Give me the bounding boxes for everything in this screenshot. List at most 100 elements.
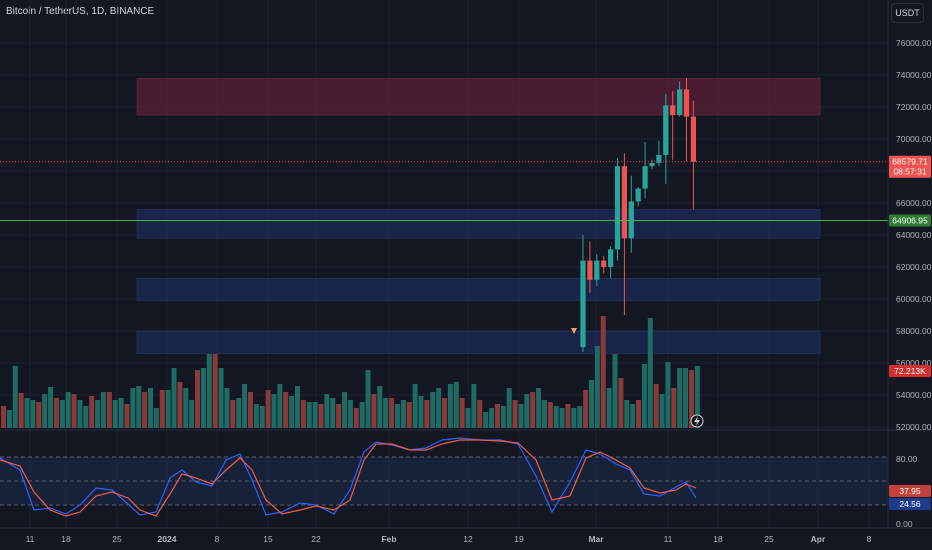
volume-bar bbox=[324, 394, 330, 428]
volume-bar bbox=[571, 408, 577, 428]
volume-bar bbox=[483, 412, 489, 428]
volume-bar bbox=[136, 386, 142, 428]
volume-bar bbox=[236, 398, 242, 428]
price-tick-label: 70000.00 bbox=[896, 134, 932, 144]
volume-bar bbox=[641, 364, 647, 428]
volume-bar bbox=[671, 388, 677, 428]
time-tick-label: Mar bbox=[588, 534, 604, 544]
candle-body bbox=[621, 166, 627, 239]
time-tick-label: 25 bbox=[764, 534, 774, 544]
volume-bar bbox=[30, 400, 36, 428]
volume-bar bbox=[277, 384, 283, 428]
time-axis: 11 18 25 2024 8 15 22 Feb 12 19 Mar 11 18 25 Apr 8 bbox=[0, 527, 932, 544]
volume-bar bbox=[77, 400, 83, 428]
volume-bar bbox=[247, 392, 253, 428]
demand-zone-2 bbox=[136, 277, 821, 301]
volume-bar bbox=[318, 404, 324, 428]
volume-bar bbox=[453, 382, 459, 428]
candle-body bbox=[635, 188, 641, 202]
volume-bar bbox=[6, 410, 12, 428]
volume-bar bbox=[12, 366, 18, 428]
candle-body bbox=[690, 116, 696, 162]
volume-bar bbox=[636, 400, 642, 428]
price-tick-label: 74000.00 bbox=[896, 70, 932, 80]
volume-bar bbox=[189, 400, 195, 428]
candle-body bbox=[663, 105, 669, 155]
volume-bar bbox=[42, 394, 48, 428]
supply-zone-0 bbox=[136, 77, 821, 116]
time-tick-label: 18 bbox=[61, 534, 71, 544]
osc-d-badge: 37.95 bbox=[889, 485, 931, 497]
volume-bar bbox=[24, 398, 30, 428]
volume-bar bbox=[688, 370, 694, 428]
volume-bar bbox=[624, 400, 630, 428]
volume-bar bbox=[612, 354, 618, 428]
volume-bar bbox=[312, 402, 318, 428]
price-tick-label: 72000.00 bbox=[896, 102, 932, 112]
candle-body bbox=[628, 201, 634, 239]
volume-bar bbox=[506, 388, 512, 428]
volume-bar bbox=[436, 388, 442, 428]
lightning-icon-bolt bbox=[694, 416, 700, 426]
volume-bar bbox=[130, 388, 136, 428]
volume-bar bbox=[330, 398, 336, 428]
volume-bar bbox=[100, 392, 106, 428]
currency-button[interactable]: USDT bbox=[891, 3, 924, 23]
candle-body bbox=[677, 89, 683, 115]
price-tick-label: 52000.00 bbox=[896, 422, 932, 432]
volume-bar bbox=[371, 394, 377, 428]
volume-bar bbox=[653, 384, 659, 428]
support-price-badge-text: 64906.95 bbox=[892, 215, 928, 225]
volume-bar bbox=[541, 400, 547, 428]
time-tick-label: 19 bbox=[514, 534, 524, 544]
volume-bar bbox=[212, 354, 218, 428]
volume-bar bbox=[512, 400, 518, 428]
osc-k-badge: 24.56 bbox=[889, 498, 931, 510]
candle-body bbox=[594, 260, 600, 280]
volume-bar bbox=[65, 392, 71, 428]
time-tick-label: 18 bbox=[713, 534, 723, 544]
candles bbox=[571, 78, 696, 352]
volume-bar bbox=[183, 388, 189, 428]
volume-bar bbox=[536, 388, 542, 428]
volume-bar bbox=[618, 378, 624, 428]
osc-d-badge-bg bbox=[889, 485, 931, 497]
volume-bar bbox=[306, 402, 312, 428]
volume-bar bbox=[347, 400, 353, 428]
volume-bar bbox=[242, 384, 248, 428]
volume-bar bbox=[353, 408, 359, 428]
price-tick-label: 54000.00 bbox=[896, 390, 932, 400]
candle-body bbox=[580, 260, 586, 347]
last-price-badge-bg bbox=[889, 155, 931, 178]
volume-bar bbox=[300, 400, 306, 428]
volume-bar bbox=[118, 398, 124, 428]
volume-bar bbox=[606, 388, 612, 428]
volume-bar bbox=[171, 368, 177, 428]
volume-badge-text: 72.213K bbox=[894, 366, 926, 376]
volume-bar bbox=[142, 392, 148, 428]
volume-bar bbox=[442, 398, 447, 428]
volume-bar bbox=[406, 402, 412, 428]
volume-bar bbox=[265, 390, 271, 428]
candle-body bbox=[656, 155, 662, 163]
volume-bar bbox=[577, 406, 583, 428]
demand-zone-1 bbox=[136, 209, 821, 239]
osc-k-badge-text: 24.56 bbox=[899, 499, 921, 509]
volume-bar bbox=[600, 316, 606, 428]
volume-bar bbox=[200, 368, 206, 428]
candle-body bbox=[601, 260, 607, 267]
price-tick-label: 76000.00 bbox=[896, 38, 932, 48]
volume-bar bbox=[677, 368, 683, 428]
volume-bar bbox=[36, 402, 42, 428]
volume-bar bbox=[83, 406, 89, 428]
volume-bar bbox=[518, 404, 524, 428]
volume-bar bbox=[559, 408, 565, 428]
volume-bar bbox=[336, 404, 342, 428]
volume-bar bbox=[295, 386, 300, 428]
last-price-badge-text: 68579.71 bbox=[892, 157, 928, 167]
stoch-k-line bbox=[0, 437, 697, 516]
time-tick-label: 8 bbox=[867, 534, 872, 544]
volume-bar bbox=[500, 406, 506, 428]
